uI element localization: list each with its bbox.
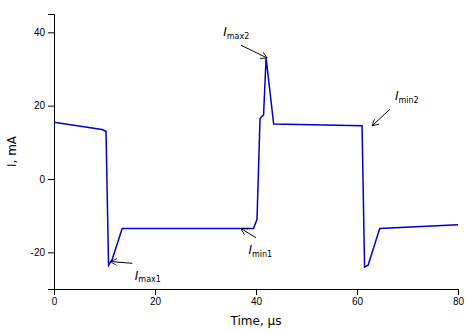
annotation-label: Imax2 — [223, 25, 249, 41]
x-tick-label: 80 — [453, 296, 465, 307]
y-tick-mark — [48, 179, 54, 180]
y-tick: 40 — [34, 27, 54, 38]
x-tick-label: 60 — [352, 296, 364, 307]
y-tick-label: 40 — [34, 27, 46, 38]
x-tick: 0 — [52, 289, 58, 307]
y-tick-mark — [48, 32, 54, 33]
annotations: Imax2 Imin2 Imax1 Imin1 — [111, 25, 419, 284]
annotation-arrow — [372, 109, 390, 126]
x-tick-mark — [458, 289, 459, 295]
plot-area — [54, 58, 458, 267]
annotation-label: Imax1 — [135, 269, 161, 285]
annotation-label: Imin2 — [395, 89, 419, 105]
x-tick: 20 — [150, 289, 162, 307]
y-tick: 20 — [34, 100, 54, 111]
waveform-line — [54, 58, 458, 267]
chart: 0 20 40 60 80 -20 0 20 40 Time, μs I, mA Imax2 Imin2… — [0, 0, 474, 333]
y-axis-line — [48, 15, 55, 290]
annotation-subscript: max1 — [138, 275, 161, 284]
x-tick-mark — [155, 289, 156, 295]
y-axis-title: I, mA — [5, 135, 19, 167]
y-tick-label: -20 — [31, 247, 46, 258]
annotation-label: Imin1 — [248, 243, 272, 259]
x-axis-line — [55, 290, 459, 296]
x-tick-label: 40 — [251, 296, 263, 307]
annotation-subscript: min2 — [398, 96, 418, 105]
y-tick: 0 — [39, 174, 54, 185]
x-tick-mark — [357, 289, 358, 295]
x-tick: 60 — [352, 289, 364, 307]
x-axis-title: Time, μs — [230, 314, 282, 328]
y-tick-mark — [48, 252, 54, 253]
x-tick-mark — [256, 289, 257, 295]
y-tick-label: 20 — [34, 100, 46, 111]
annotation-arrow — [111, 262, 133, 264]
y-axis: -20 0 20 40 — [31, 15, 55, 290]
x-tick: 80 — [453, 289, 465, 307]
annotation-subscript: max2 — [227, 32, 250, 41]
y-tick-mark — [48, 106, 54, 107]
y-tick: -20 — [31, 247, 54, 258]
x-axis: 0 20 40 60 80 — [52, 289, 465, 307]
annotation-arrow — [241, 229, 256, 238]
x-tick: 40 — [251, 289, 263, 307]
annotation-arrow — [241, 45, 267, 58]
x-tick-label: 0 — [52, 296, 58, 307]
annotation-subscript: min1 — [252, 250, 272, 259]
x-tick-label: 20 — [150, 296, 162, 307]
y-tick-label: 0 — [39, 174, 45, 185]
